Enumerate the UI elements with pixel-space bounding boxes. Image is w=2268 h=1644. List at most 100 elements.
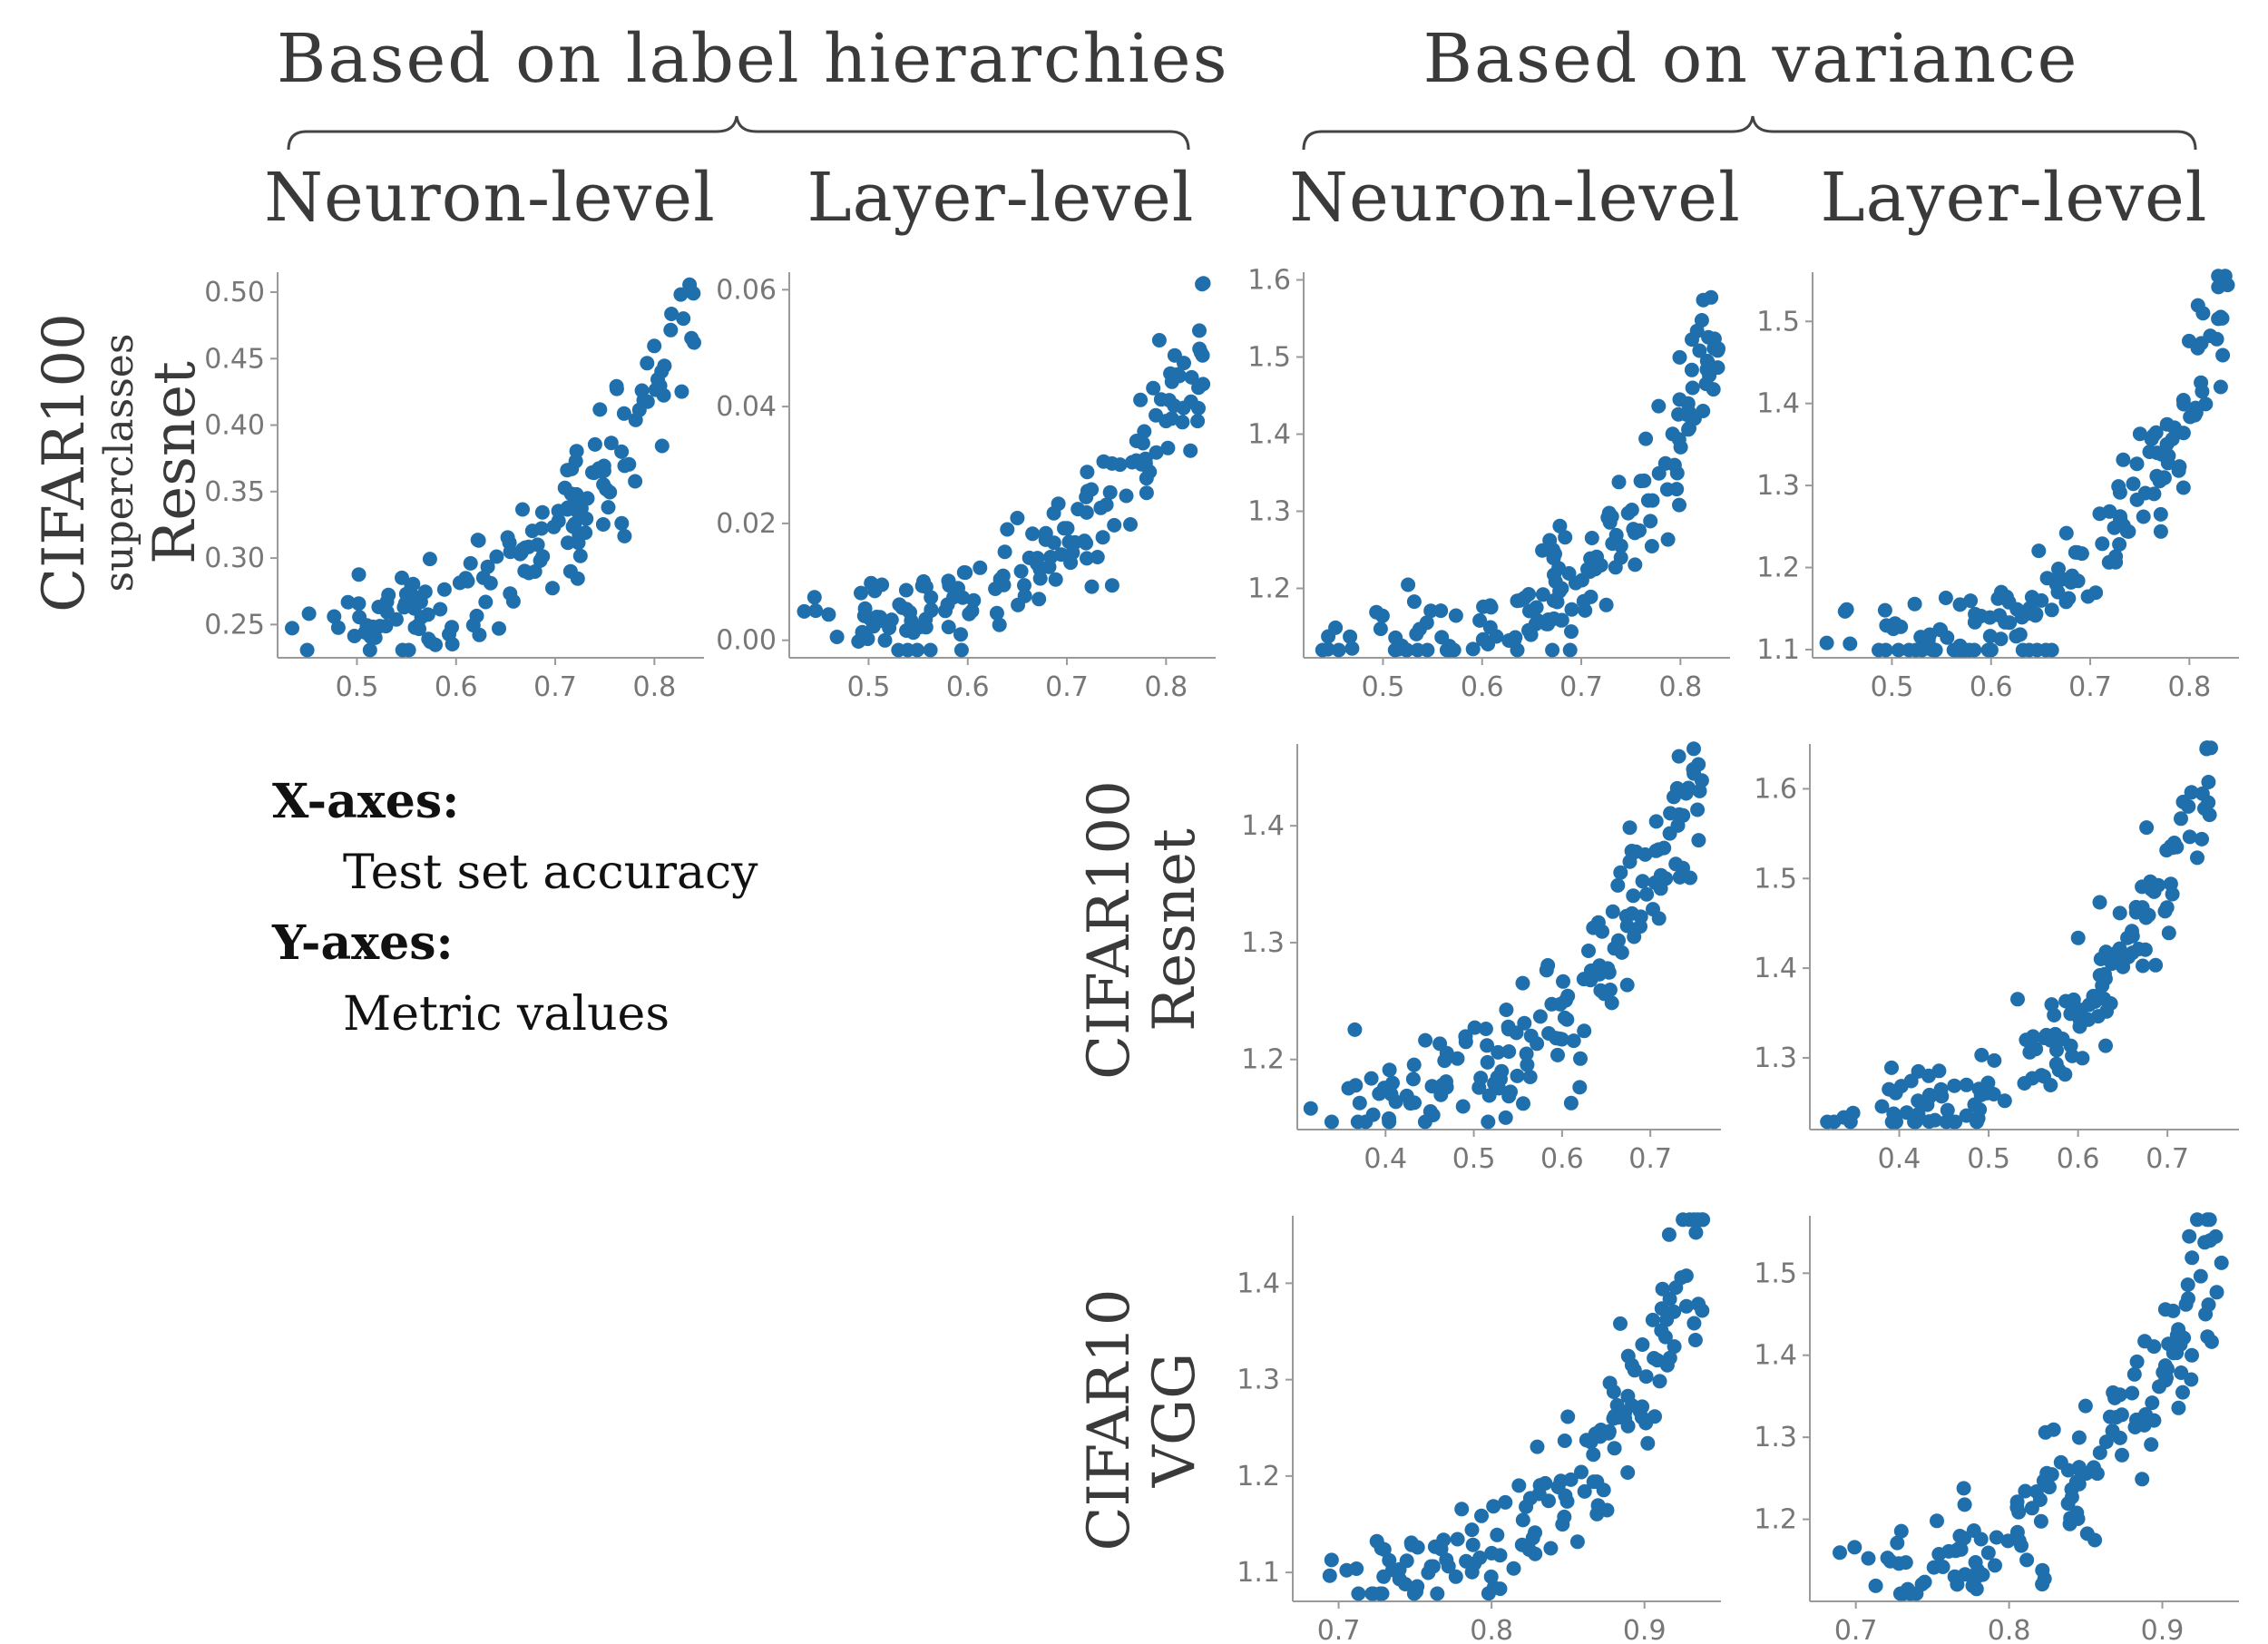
- data-point: [1562, 642, 1578, 658]
- y-tick-label: 0.30: [204, 543, 265, 574]
- data-point: [1987, 1052, 2002, 1068]
- data-point: [2193, 1268, 2208, 1284]
- data-point: [362, 642, 377, 658]
- data-point: [1692, 343, 1707, 358]
- data-point: [1530, 1439, 1545, 1454]
- data-point: [898, 582, 914, 598]
- data-point: [1554, 612, 1569, 628]
- data-point: [682, 277, 698, 292]
- data-point: [1139, 471, 1154, 486]
- data-point: [1134, 456, 1149, 472]
- data-point: [1921, 1114, 1937, 1130]
- data-point: [596, 477, 611, 492]
- x-tick-label: 0.8: [2167, 671, 2211, 703]
- data-point: [2194, 336, 2209, 351]
- data-point: [422, 552, 437, 567]
- data-point: [1891, 642, 1906, 658]
- data-point: [1080, 465, 1095, 480]
- data-point: [966, 592, 982, 608]
- data-point: [1967, 614, 1982, 630]
- data-point: [1448, 1569, 1463, 1584]
- data-point: [1638, 1369, 1654, 1385]
- data-point: [923, 642, 938, 658]
- data-point: [2070, 930, 2086, 945]
- data-point: [2033, 1513, 2048, 1529]
- data-point: [1540, 612, 1556, 627]
- data-point: [505, 593, 521, 609]
- data-point: [2211, 311, 2226, 327]
- data-point: [1564, 624, 1579, 640]
- brace-left: [287, 115, 1190, 151]
- group-title-label-hierarchies: Based on label hierarchies: [277, 20, 1229, 98]
- data-point: [1516, 1096, 1530, 1111]
- y-tick-label: 1.4: [1754, 953, 1797, 984]
- data-point: [1344, 641, 1360, 656]
- data-point: [2136, 958, 2150, 974]
- data-point: [1691, 833, 1706, 848]
- data-point: [1952, 1529, 1968, 1543]
- data-point: [1685, 380, 1700, 396]
- data-point: [2080, 589, 2096, 604]
- x-tick-label: 0.6: [1970, 671, 2013, 703]
- data-point: [1017, 578, 1031, 593]
- data-point: [2201, 795, 2216, 810]
- data-point: [595, 517, 611, 532]
- data-point: [1543, 1541, 1559, 1556]
- chart-r1c4: 1.1 1.2 1.3 1.4 1.5 0.5 0.6 0.7 0.8: [1756, 269, 2239, 703]
- data-point: [2213, 379, 2228, 395]
- data-point: [340, 594, 356, 610]
- data-point: [1952, 597, 1968, 612]
- data-point: [808, 603, 824, 619]
- y-axes-value: Metric values: [343, 987, 670, 1042]
- y-tick-label: 1.3: [1247, 496, 1291, 528]
- data-point: [673, 287, 689, 302]
- data-point: [2097, 966, 2112, 982]
- x-tick-label: 0.6: [946, 671, 990, 703]
- data-point: [1442, 639, 1457, 654]
- data-point: [617, 458, 632, 474]
- data-point: [1164, 411, 1179, 426]
- data-point: [1080, 551, 1094, 566]
- data-point: [470, 533, 485, 548]
- data-point: [2018, 1483, 2033, 1499]
- data-point: [1011, 597, 1026, 612]
- x-tick-label: 0.7: [2068, 671, 2112, 703]
- data-point: [1149, 407, 1164, 423]
- data-point: [1491, 1044, 1506, 1060]
- data-point: [1686, 1212, 1702, 1228]
- data-point: [1365, 1586, 1381, 1601]
- data-point: [1957, 1497, 1972, 1512]
- data-point: [463, 555, 478, 571]
- data-point: [1938, 591, 1953, 605]
- data-point: [1635, 874, 1650, 889]
- data-point: [330, 620, 346, 635]
- data-point: [2159, 900, 2175, 915]
- data-point: [2139, 820, 2155, 836]
- data-point: [1490, 1527, 1505, 1542]
- brace-right: [1302, 115, 2197, 151]
- data-point: [2201, 1297, 2216, 1312]
- data-point: [1969, 1581, 1984, 1597]
- data-point: [2144, 1437, 2159, 1453]
- data-point: [1519, 1046, 1534, 1062]
- data-point: [1192, 323, 1207, 338]
- data-point: [1820, 1114, 1835, 1130]
- data-point: [2126, 1366, 2142, 1382]
- x-tick-label: 0.7: [1559, 671, 1603, 703]
- data-point: [517, 563, 533, 579]
- data-point: [1953, 1541, 1969, 1557]
- data-point: [821, 607, 836, 622]
- data-point: [2129, 456, 2145, 472]
- data-point: [2066, 992, 2081, 1007]
- data-point: [1833, 1545, 1847, 1561]
- data-point: [1632, 523, 1647, 538]
- data-point: [1611, 933, 1626, 948]
- data-point: [1667, 457, 1682, 473]
- data-point: [2175, 480, 2191, 495]
- data-point: [2087, 1532, 2103, 1548]
- data-point: [1580, 562, 1595, 577]
- data-point: [1566, 1033, 1581, 1049]
- data-point: [1947, 1078, 1962, 1093]
- data-point: [388, 612, 404, 627]
- data-point: [2176, 396, 2192, 412]
